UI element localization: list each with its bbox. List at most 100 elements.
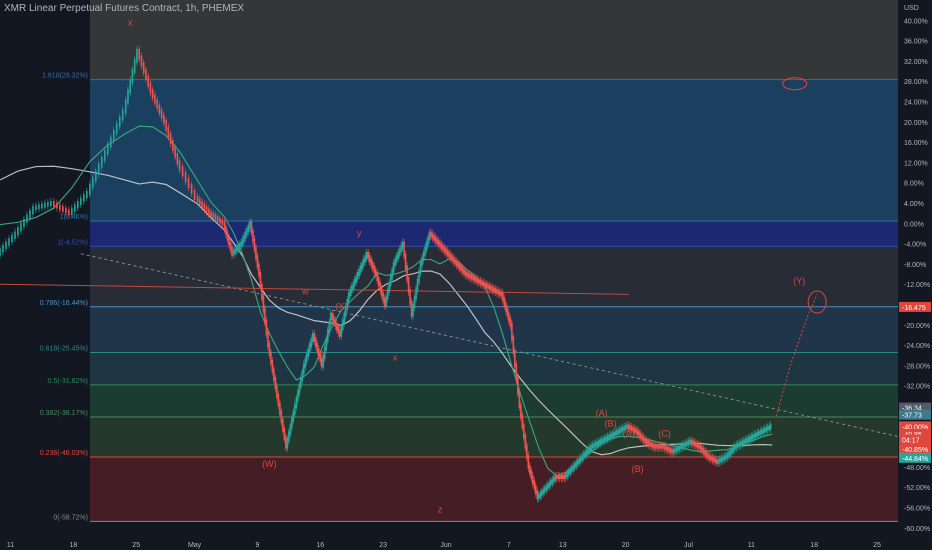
candle xyxy=(174,146,176,158)
time-axis-tick: 9 xyxy=(255,542,259,549)
candle xyxy=(433,234,435,241)
candle xyxy=(270,351,272,365)
price-axis-tick: 40.00% xyxy=(904,18,928,25)
candle xyxy=(118,116,121,128)
candle xyxy=(680,444,682,450)
candle xyxy=(267,331,269,348)
candle xyxy=(158,104,161,114)
candle xyxy=(424,246,426,256)
candle xyxy=(235,246,238,253)
candle xyxy=(160,109,163,119)
candle xyxy=(265,319,268,336)
candle xyxy=(713,457,715,463)
candle xyxy=(722,456,724,462)
candle xyxy=(614,431,616,436)
candle xyxy=(734,444,736,451)
candle xyxy=(317,348,320,358)
candle xyxy=(509,317,512,327)
candle xyxy=(735,443,738,449)
candle xyxy=(367,251,369,260)
candle xyxy=(231,246,233,256)
price-axis-tick: -4.00% xyxy=(904,242,926,249)
candle xyxy=(403,241,405,258)
candle xyxy=(677,446,679,452)
candle xyxy=(326,329,329,343)
candle xyxy=(584,451,586,458)
price-tag-label: 04:17 xyxy=(902,438,920,445)
price-axis-tick: -28.00% xyxy=(904,363,930,370)
candle xyxy=(500,291,503,297)
candle xyxy=(346,299,349,310)
candle xyxy=(291,417,293,429)
candle xyxy=(386,288,389,300)
candle xyxy=(214,214,217,221)
candle xyxy=(255,246,257,260)
candle xyxy=(35,205,37,211)
candle xyxy=(353,278,356,287)
fib-level-label: 0.382(-38.17%) xyxy=(40,410,88,417)
candle xyxy=(297,390,299,402)
candle xyxy=(769,424,772,430)
candle xyxy=(167,126,170,138)
candle xyxy=(557,475,560,480)
price-axis-tick: -60.00% xyxy=(904,526,930,533)
candle xyxy=(761,429,763,435)
candle xyxy=(552,476,555,483)
candle xyxy=(261,283,263,300)
candle xyxy=(505,302,507,312)
price-tag-label: -37.73 xyxy=(902,413,922,420)
candle xyxy=(609,433,612,439)
candle xyxy=(329,312,332,326)
candle xyxy=(458,263,461,270)
price-axis-tick: -8.00% xyxy=(904,262,926,269)
fib-level-label: 1(0.46%) xyxy=(60,214,88,221)
candle xyxy=(695,442,697,447)
candle xyxy=(237,245,239,251)
candle xyxy=(439,241,441,248)
time-axis-tick: 20 xyxy=(622,542,630,549)
candle xyxy=(5,241,7,250)
candle xyxy=(247,224,250,233)
candle xyxy=(749,436,751,442)
candle xyxy=(271,360,274,373)
time-axis xyxy=(0,538,932,550)
candle xyxy=(575,461,578,468)
candle xyxy=(394,258,396,266)
candle xyxy=(714,458,717,464)
candle xyxy=(686,441,688,447)
time-axis-tick: 23 xyxy=(379,542,387,549)
candle xyxy=(711,456,714,462)
candle xyxy=(758,431,760,436)
candle xyxy=(511,322,513,341)
candle xyxy=(320,358,323,368)
candle xyxy=(294,404,296,415)
candle xyxy=(449,253,452,260)
candle xyxy=(184,172,187,183)
candle xyxy=(671,448,673,454)
candle xyxy=(165,119,167,131)
fib-level-label: 0(-58.72%) xyxy=(53,514,88,521)
candle xyxy=(276,385,278,398)
candle xyxy=(763,427,766,433)
candle xyxy=(371,261,374,270)
candle xyxy=(590,444,592,451)
candle xyxy=(380,287,383,297)
candle xyxy=(210,211,212,217)
candle xyxy=(379,282,381,292)
candle xyxy=(732,446,735,453)
price-tag xyxy=(899,402,931,413)
candle xyxy=(470,274,473,280)
candle xyxy=(729,449,732,456)
candle xyxy=(190,184,193,195)
candle xyxy=(719,458,721,464)
candle xyxy=(572,464,575,471)
candle xyxy=(659,444,661,449)
price-axis-tick: -24.00% xyxy=(904,343,930,350)
candle xyxy=(264,307,266,324)
candle xyxy=(443,246,446,253)
candle xyxy=(518,390,521,409)
candle xyxy=(747,437,750,442)
candle xyxy=(768,425,771,431)
fib-level-label: 1.618(28.32%) xyxy=(42,73,88,80)
